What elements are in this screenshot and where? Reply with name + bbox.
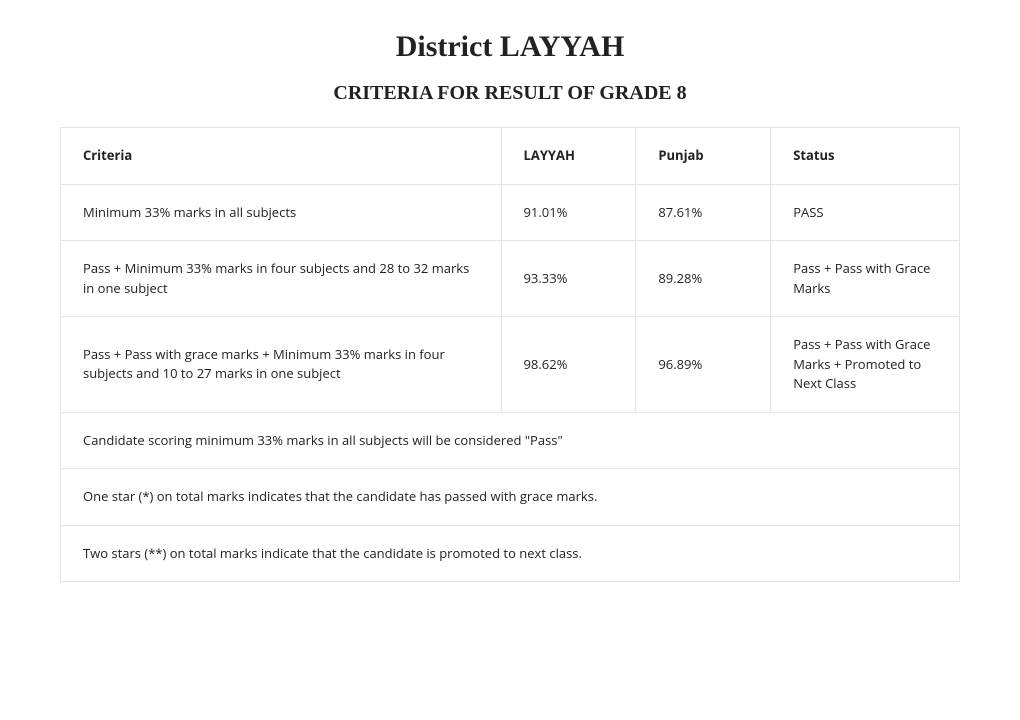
cell-criteria: Pass + Pass with grace marks + Minimum 3… bbox=[61, 317, 502, 413]
col-header-status: Status bbox=[771, 128, 960, 185]
table-row: Pass + Minimum 33% marks in four subject… bbox=[61, 241, 960, 317]
cell-layyah: 93.33% bbox=[501, 241, 636, 317]
note-text: Two stars (**) on total marks indicate t… bbox=[61, 525, 960, 582]
note-text: Candidate scoring minimum 33% marks in a… bbox=[61, 412, 960, 469]
table-row: Pass + Pass with grace marks + Minimum 3… bbox=[61, 317, 960, 413]
cell-status: Pass + Pass with Grace Marks bbox=[771, 241, 960, 317]
note-text: One star (*) on total marks indicates th… bbox=[61, 469, 960, 526]
cell-status: PASS bbox=[771, 184, 960, 241]
note-row: Candidate scoring minimum 33% marks in a… bbox=[61, 412, 960, 469]
note-row: Two stars (**) on total marks indicate t… bbox=[61, 525, 960, 582]
col-header-layyah: LAYYAH bbox=[501, 128, 636, 185]
page-subtitle: CRITERIA FOR RESULT OF GRADE 8 bbox=[60, 82, 960, 105]
table-header-row: Criteria LAYYAH Punjab Status bbox=[61, 128, 960, 185]
cell-punjab: 87.61% bbox=[636, 184, 771, 241]
cell-punjab: 96.89% bbox=[636, 317, 771, 413]
col-header-punjab: Punjab bbox=[636, 128, 771, 185]
note-row: One star (*) on total marks indicates th… bbox=[61, 469, 960, 526]
col-header-criteria: Criteria bbox=[61, 128, 502, 185]
cell-status: Pass + Pass with Grace Marks + Promoted … bbox=[771, 317, 960, 413]
cell-layyah: 91.01% bbox=[501, 184, 636, 241]
criteria-table: Criteria LAYYAH Punjab Status Minimum 33… bbox=[60, 127, 960, 582]
cell-punjab: 89.28% bbox=[636, 241, 771, 317]
page-title: District LAYYAH bbox=[60, 30, 960, 64]
cell-criteria: Minimum 33% marks in all subjects bbox=[61, 184, 502, 241]
cell-criteria: Pass + Minimum 33% marks in four subject… bbox=[61, 241, 502, 317]
table-row: Minimum 33% marks in all subjects 91.01%… bbox=[61, 184, 960, 241]
cell-layyah: 98.62% bbox=[501, 317, 636, 413]
